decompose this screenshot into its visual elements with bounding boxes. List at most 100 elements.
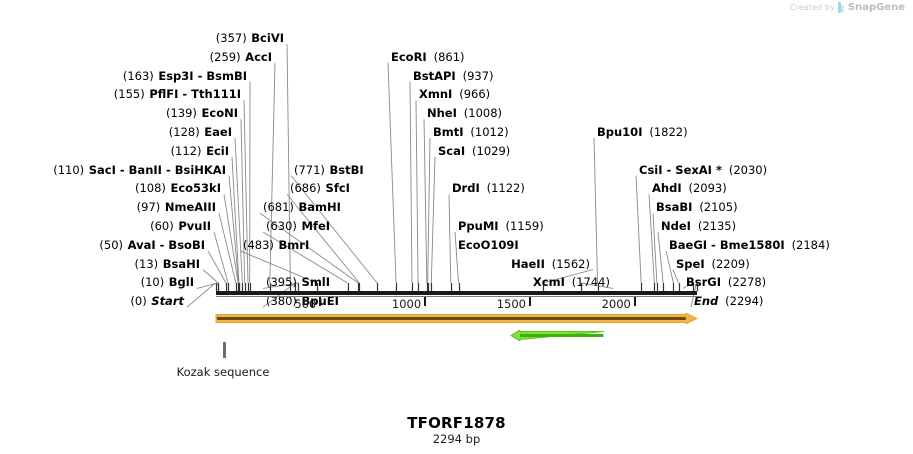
enzyme-position: (1012): [470, 125, 509, 139]
snapgene-logo-icon: [837, 2, 845, 13]
enzyme-position: (630): [266, 219, 297, 233]
leader-line: [427, 137, 431, 284]
leader-line: [243, 100, 249, 284]
page-subtitle: 2294 bp: [432, 432, 481, 446]
enzyme-label-xcmi: XcmI (1744): [533, 276, 610, 288]
enzyme-name: BsaHI: [162, 256, 200, 271]
enzyme-label-eaei: (128) EaeI: [169, 126, 232, 138]
enzyme-name: Start: [151, 294, 184, 309]
enzyme-name: HaeII: [511, 256, 545, 271]
enzyme-position: (0): [130, 294, 147, 309]
leader-line: [430, 156, 436, 284]
enzyme-name: Esp3I - BsmBI: [158, 68, 247, 83]
enzyme-label-end: End (2294): [694, 295, 763, 307]
enzyme-position: (1562): [551, 256, 590, 271]
enzyme-position: (2209): [711, 256, 750, 271]
enzyme-label-bamhi: (681) BamHI: [263, 201, 341, 213]
ruler-baseline: [215, 296, 697, 297]
enzyme-position: (861): [433, 49, 465, 64]
enzyme-label-bstapi: BstAPI (937): [413, 70, 494, 82]
leader-line: [423, 119, 428, 284]
enzyme-label-sfci: (686) SfcI: [290, 182, 350, 194]
enzyme-name: NmeAIII: [164, 200, 216, 215]
enzyme-name: EaeI: [204, 125, 232, 139]
enzyme-label-pvuii: (60) PvuII: [150, 220, 211, 232]
enzyme-label-bgli: (10) BglI: [141, 276, 194, 288]
axis-tick-label: 500: [294, 297, 317, 311]
enzyme-position: (128): [168, 125, 200, 139]
leader-line: [207, 250, 227, 284]
enzyme-label-bcivi: (357) BciVI: [216, 32, 284, 44]
enzyme-label-bmri: (483) BmrI: [243, 239, 309, 251]
enzyme-name: SfcI: [325, 181, 350, 196]
enzyme-position: (771): [294, 162, 325, 177]
enzyme-name: EciI: [206, 143, 229, 158]
enzyme-label-haeii: HaeII (1562): [511, 258, 590, 270]
leader-line: [648, 194, 655, 284]
enzyme-name: BmtI: [433, 125, 464, 139]
enzyme-name: AhdI: [652, 181, 682, 196]
enzyme-label-nhei: NheI (1008): [427, 107, 502, 119]
snapgene-watermark: Created by SnapGene: [790, 2, 905, 13]
enzyme-name: BsaBI: [656, 200, 693, 215]
enzyme-label-ecii: (112) EciI: [171, 145, 229, 157]
leader-line: [665, 250, 674, 284]
axis-tick-label: 1000: [391, 297, 422, 311]
axis-tick-mark: [424, 297, 427, 306]
enzyme-position: (163): [122, 68, 154, 83]
enzyme-label-ppumi: PpuMI (1159): [458, 220, 544, 232]
enzyme-label-csii: CsiI - SexAI * (2030): [639, 164, 767, 176]
enzyme-position: (2135): [697, 219, 737, 233]
enzyme-label-econi: (139) EcoNI: [166, 107, 238, 119]
enzyme-name: NheI: [427, 106, 457, 121]
leader-line: [409, 81, 413, 284]
enzyme-label-ecoo109i: EcoO109I: [458, 239, 519, 251]
enzyme-position: (2105): [699, 200, 738, 215]
enzyme-name: BsrGI: [686, 275, 721, 290]
feature-arrow-ORF-arrow: [215, 313, 698, 324]
enzyme-label-smli: (395) SmlI: [266, 276, 330, 288]
leader-line: [593, 137, 598, 284]
enzyme-position: (10): [140, 275, 165, 290]
enzyme-name: PpuMI: [458, 219, 499, 233]
enzyme-position: (139): [165, 106, 197, 121]
enzyme-position: (483): [243, 237, 274, 252]
watermark-brand: SnapGene: [847, 2, 905, 13]
enzyme-name: ScaI: [438, 143, 466, 158]
enzyme-label-scai: ScaI (1029): [438, 145, 510, 157]
enzyme-position: (1008): [463, 106, 503, 121]
enzyme-name: DrdI: [452, 181, 480, 196]
enzyme-position: (380): [266, 294, 297, 309]
enzyme-name: BstBI: [329, 162, 364, 177]
enzyme-position: (50): [99, 237, 124, 252]
enzyme-label-ndei: NdeI (2135): [661, 220, 736, 232]
enzyme-position: (937): [462, 68, 494, 83]
leader-line: [387, 62, 397, 284]
enzyme-label-eco53ki: (108) Eco53kI: [135, 182, 221, 194]
axis-tick-label: 1500: [496, 297, 527, 311]
enzyme-label-ahdi: AhdI (2093): [652, 182, 727, 194]
leader-line: [652, 213, 658, 284]
enzyme-label-xmni: XmnI (966): [419, 88, 490, 100]
kozak-label: Kozak sequence: [176, 365, 270, 379]
enzyme-name: EcoO109I: [458, 237, 519, 252]
enzyme-position: (2184): [791, 237, 830, 252]
enzyme-position: (1159): [505, 219, 544, 233]
leader-line: [415, 100, 419, 284]
leader-line: [672, 269, 680, 284]
enzyme-position: (2294): [725, 294, 764, 309]
enzyme-label-bsrgi: BsrGI (2278): [686, 276, 766, 288]
enzyme-name: EcoRI: [391, 49, 427, 64]
enzyme-label-pflfi: (155) PflFI - Tth111I: [114, 88, 241, 100]
enzyme-position: (2278): [727, 275, 767, 290]
leader-line: [231, 156, 240, 284]
enzyme-position: (681): [263, 200, 294, 215]
enzyme-position: (357): [215, 31, 247, 45]
enzyme-position: (1822): [649, 125, 688, 139]
enzyme-label-bsabi: BsaBI (2105): [656, 201, 738, 213]
enzyme-label-bpu10i: Bpu10I (1822): [597, 126, 688, 138]
enzyme-name: XcmI: [532, 275, 565, 290]
enzyme-name: SacI - BanII - BsiHKAI: [88, 162, 226, 177]
axis-tick-mark: [319, 297, 322, 306]
